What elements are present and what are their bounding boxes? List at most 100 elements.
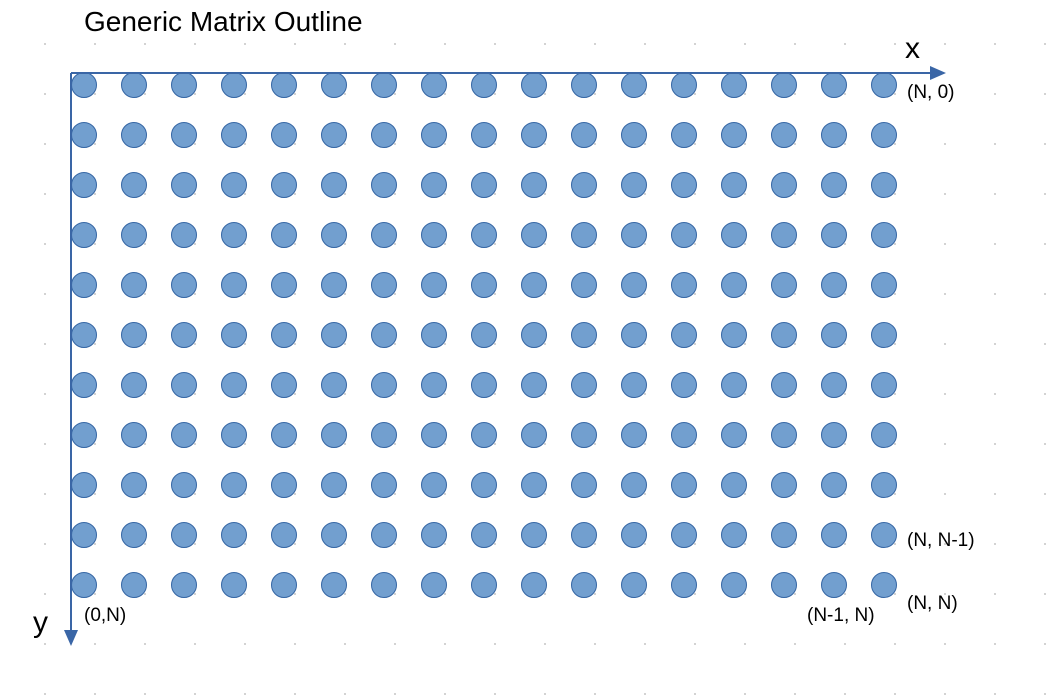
matrix-cell-dot bbox=[321, 72, 347, 98]
matrix-cell-dot bbox=[471, 72, 497, 98]
matrix-cell-dot bbox=[821, 472, 847, 498]
matrix-cell-dot bbox=[871, 422, 897, 448]
matrix-cell-dot bbox=[871, 322, 897, 348]
matrix-cell-dot bbox=[571, 322, 597, 348]
matrix-cell-dot bbox=[421, 72, 447, 98]
y-axis-label: y bbox=[33, 606, 48, 639]
matrix-cell-dot bbox=[321, 372, 347, 398]
matrix-cell-dot bbox=[871, 122, 897, 148]
matrix-cell-dot bbox=[821, 122, 847, 148]
matrix-cell-dot bbox=[371, 122, 397, 148]
matrix-cell-dot bbox=[271, 222, 297, 248]
matrix-cell-dot bbox=[671, 422, 697, 448]
matrix-cell-dot bbox=[271, 522, 297, 548]
matrix-cell-dot bbox=[221, 72, 247, 98]
matrix-cell-dot bbox=[271, 72, 297, 98]
matrix-cell-dot bbox=[271, 372, 297, 398]
matrix-cell-dot bbox=[521, 172, 547, 198]
matrix-cell-dot bbox=[571, 72, 597, 98]
matrix-cell-dot bbox=[121, 222, 147, 248]
x-axis-arrowhead bbox=[930, 66, 946, 80]
matrix-cell-dot bbox=[721, 122, 747, 148]
matrix-cell-dot bbox=[121, 522, 147, 548]
matrix-cell-dot bbox=[421, 422, 447, 448]
matrix-cell-dot bbox=[71, 472, 97, 498]
matrix-cell-dot bbox=[671, 572, 697, 598]
matrix-cell-dot bbox=[171, 422, 197, 448]
matrix-cell-dot bbox=[771, 572, 797, 598]
matrix-cell-dot bbox=[621, 272, 647, 298]
matrix-cell-dot bbox=[71, 522, 97, 548]
matrix-cell-dot bbox=[771, 372, 797, 398]
matrix-cell-dot bbox=[71, 272, 97, 298]
matrix-cell-dot bbox=[471, 222, 497, 248]
matrix-cell-dot bbox=[721, 322, 747, 348]
matrix-cell-dot bbox=[71, 222, 97, 248]
matrix-cell-dot bbox=[621, 222, 647, 248]
label-bottom-second-last: (N-1, N) bbox=[807, 605, 875, 626]
label-right-second-last: (N, N-1) bbox=[907, 530, 975, 551]
matrix-cell-dot bbox=[821, 222, 847, 248]
matrix-cell-dot bbox=[421, 172, 447, 198]
matrix-cell-dot bbox=[771, 222, 797, 248]
matrix-cell-dot bbox=[821, 372, 847, 398]
label-top-right: (N, 0) bbox=[907, 82, 955, 103]
matrix-cell-dot bbox=[621, 322, 647, 348]
matrix-cell-dot bbox=[721, 372, 747, 398]
matrix-cell-dot bbox=[371, 322, 397, 348]
matrix-cell-dot bbox=[71, 72, 97, 98]
matrix-cell-dot bbox=[371, 222, 397, 248]
matrix-cell-dot bbox=[521, 572, 547, 598]
matrix-cell-dot bbox=[571, 372, 597, 398]
matrix-cell-dot bbox=[621, 472, 647, 498]
matrix-cell-dot bbox=[621, 72, 647, 98]
matrix-cell-dot bbox=[471, 572, 497, 598]
matrix-cell-dot bbox=[671, 222, 697, 248]
matrix-cell-dot bbox=[171, 172, 197, 198]
matrix-cell-dot bbox=[621, 422, 647, 448]
matrix-cell-dot bbox=[271, 422, 297, 448]
matrix-cell-dot bbox=[821, 272, 847, 298]
matrix-cell-dot bbox=[221, 222, 247, 248]
matrix-cell-dot bbox=[121, 422, 147, 448]
matrix-cell-dot bbox=[521, 422, 547, 448]
matrix-cell-dot bbox=[271, 572, 297, 598]
matrix-cell-dot bbox=[171, 72, 197, 98]
matrix-cell-dot bbox=[271, 472, 297, 498]
matrix-cell-dot bbox=[821, 322, 847, 348]
matrix-cell-dot bbox=[271, 172, 297, 198]
matrix-cell-dot bbox=[421, 122, 447, 148]
matrix-cell-dot bbox=[521, 272, 547, 298]
matrix-cell-dot bbox=[821, 72, 847, 98]
matrix-cell-dot bbox=[521, 522, 547, 548]
label-bottom-left: (0,N) bbox=[84, 605, 127, 626]
matrix-cell-dot bbox=[221, 122, 247, 148]
matrix-cell-dot bbox=[521, 122, 547, 148]
matrix-cell-dot bbox=[321, 472, 347, 498]
matrix-cell-dot bbox=[721, 272, 747, 298]
matrix-cell-dot bbox=[721, 522, 747, 548]
matrix-cell-dot bbox=[421, 272, 447, 298]
matrix-cell-dot bbox=[71, 372, 97, 398]
matrix-cell-dot bbox=[821, 572, 847, 598]
matrix-cell-dot bbox=[321, 572, 347, 598]
matrix-cell-dot bbox=[871, 372, 897, 398]
matrix-cell-dot bbox=[771, 472, 797, 498]
matrix-cell-dot bbox=[671, 522, 697, 548]
matrix-cell-dot bbox=[671, 372, 697, 398]
matrix-cell-dot bbox=[621, 572, 647, 598]
matrix-cell-dot bbox=[471, 122, 497, 148]
label-right-last: (N, N) bbox=[907, 593, 958, 614]
matrix-cell-dot bbox=[671, 272, 697, 298]
matrix-dots bbox=[71, 72, 897, 598]
matrix-cell-dot bbox=[121, 272, 147, 298]
matrix-cell-dot bbox=[271, 122, 297, 148]
matrix-cell-dot bbox=[171, 122, 197, 148]
matrix-cell-dot bbox=[421, 322, 447, 348]
matrix-cell-dot bbox=[221, 372, 247, 398]
matrix-cell-dot bbox=[421, 222, 447, 248]
matrix-cell-dot bbox=[471, 172, 497, 198]
matrix-cell-dot bbox=[721, 472, 747, 498]
matrix-cell-dot bbox=[221, 272, 247, 298]
matrix-cell-dot bbox=[471, 372, 497, 398]
